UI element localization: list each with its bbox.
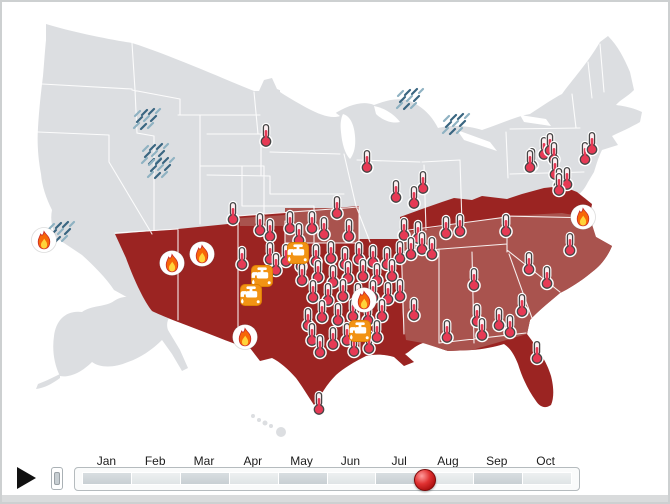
speed-slider[interactable] bbox=[51, 467, 63, 490]
timeline-segment-apr[interactable] bbox=[229, 473, 279, 484]
faucet-icon[interactable] bbox=[240, 284, 262, 306]
fire-icon[interactable] bbox=[232, 324, 258, 350]
month-label-feb: Feb bbox=[144, 454, 166, 468]
fire-icon[interactable] bbox=[31, 227, 57, 253]
play-button[interactable] bbox=[17, 467, 36, 489]
month-label-may: May bbox=[290, 454, 313, 468]
month-label-jun: Jun bbox=[340, 454, 361, 468]
us-map bbox=[31, 24, 642, 437]
timeline-segment-sep[interactable] bbox=[474, 473, 524, 484]
bottom-frame-bar bbox=[2, 495, 668, 502]
month-label-jul: Jul bbox=[391, 454, 407, 468]
timeline-handle[interactable] bbox=[414, 469, 436, 491]
timeline-track[interactable] bbox=[74, 467, 580, 491]
timeline-segment-jun[interactable] bbox=[327, 473, 377, 484]
month-labels-row: Jan Feb Mar Apr May Jun Jul Aug Sep Oct bbox=[82, 454, 570, 468]
aleutian-islands bbox=[36, 374, 60, 389]
fire-icon[interactable] bbox=[189, 241, 215, 267]
month-label-sep: Sep bbox=[486, 454, 508, 468]
timeline-controls: Jan Feb Mar Apr May Jun Jul Aug Sep Oct bbox=[2, 451, 668, 498]
faucet-icon[interactable] bbox=[287, 242, 309, 264]
faucet-icon[interactable] bbox=[251, 265, 273, 287]
month-label-aug: Aug bbox=[437, 454, 459, 468]
fire-icon[interactable] bbox=[351, 287, 377, 313]
timeline-segment-jan[interactable] bbox=[83, 473, 132, 484]
timeline-segment-aug[interactable] bbox=[425, 473, 475, 484]
timeline-segment-oct[interactable] bbox=[523, 473, 572, 484]
month-label-jan: Jan bbox=[96, 454, 117, 468]
faucet-icon[interactable] bbox=[349, 320, 371, 342]
hawaii[interactable] bbox=[251, 414, 286, 437]
month-label-apr: Apr bbox=[243, 454, 263, 468]
timeline-segments bbox=[82, 472, 572, 485]
fire-icon[interactable] bbox=[159, 250, 185, 276]
timeline-segment-may[interactable] bbox=[278, 473, 328, 484]
month-label-mar: Mar bbox=[193, 454, 215, 468]
month-label-oct: Oct bbox=[536, 454, 555, 468]
timeline-segment-mar[interactable] bbox=[180, 473, 230, 484]
great-lakes bbox=[280, 90, 551, 159]
fire-icon[interactable] bbox=[570, 204, 596, 230]
timeline-segment-feb[interactable] bbox=[131, 473, 181, 484]
speed-slider-thumb[interactable] bbox=[54, 472, 60, 485]
alaska[interactable] bbox=[53, 296, 188, 377]
